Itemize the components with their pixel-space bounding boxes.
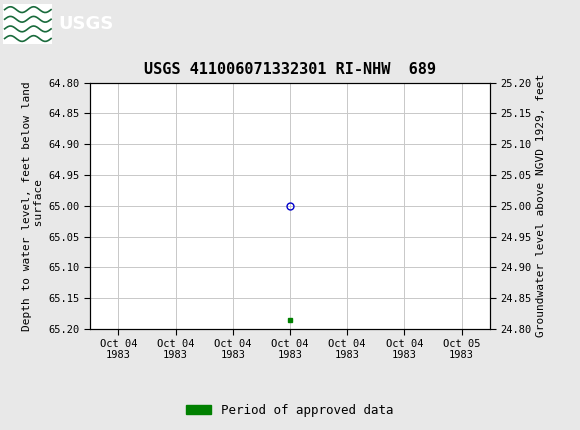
Legend: Period of approved data: Period of approved data [181,399,399,421]
Title: USGS 411006071332301 RI-NHW  689: USGS 411006071332301 RI-NHW 689 [144,62,436,77]
Text: USGS: USGS [58,15,113,33]
Y-axis label: Groundwater level above NGVD 1929, feet: Groundwater level above NGVD 1929, feet [536,74,546,338]
Y-axis label: Depth to water level, feet below land
 surface: Depth to water level, feet below land su… [23,81,44,331]
Bar [3,4,52,44]
